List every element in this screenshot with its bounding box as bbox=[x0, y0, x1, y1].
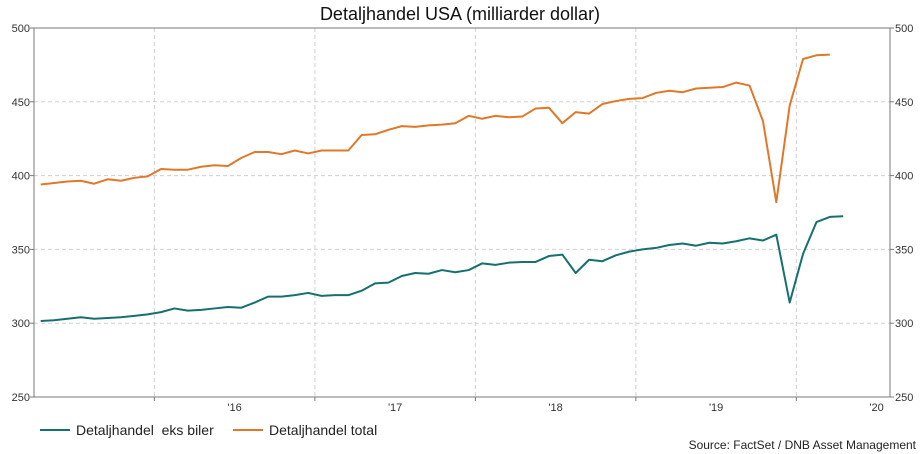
plot-area-frame bbox=[33, 27, 891, 398]
y-tick-label-left: 300 bbox=[12, 318, 30, 330]
y-tick-label-right: 400 bbox=[895, 171, 913, 183]
y-tick-label-right: 500 bbox=[895, 23, 913, 35]
y-tick-label-right: 300 bbox=[895, 318, 913, 330]
y-tick-label-right: 350 bbox=[895, 244, 913, 256]
series-lines bbox=[40, 53, 844, 322]
source-note: Source: FactSet / DNB Asset Management bbox=[689, 438, 917, 452]
legend-label-series-1: Detaljhandel eks biler bbox=[76, 422, 214, 438]
y-tick-label-left: 350 bbox=[12, 244, 30, 256]
y-tick-label-left: 400 bbox=[12, 171, 30, 183]
x-tick-label: '20 bbox=[869, 402, 883, 414]
y-tick-label-left: 250 bbox=[12, 392, 30, 404]
gridlines bbox=[34, 28, 890, 397]
x-tick-label: '17 bbox=[388, 402, 402, 414]
chart-title: Detaljhandel USA (milliarder dollar) bbox=[320, 4, 600, 24]
y-tick-label-left: 450 bbox=[12, 97, 30, 109]
legend-label-series-2: Detaljhandel total bbox=[269, 422, 377, 438]
x-tick-label: '16 bbox=[227, 402, 241, 414]
x-tick-label: '18 bbox=[548, 402, 562, 414]
y-tick-label-right: 250 bbox=[895, 392, 913, 404]
y-tick-label-right: 450 bbox=[895, 97, 913, 109]
series-line-1 bbox=[40, 215, 844, 322]
series-line-2 bbox=[40, 53, 830, 204]
y-tick-label-left: 500 bbox=[12, 23, 30, 35]
axes: 250 250 300 300 350 350 400 400 450 450 500 500 '16 '… bbox=[12, 23, 914, 414]
x-tick-label: '19 bbox=[709, 402, 723, 414]
legend: Detaljhandel eks biler Detaljhandel tota… bbox=[40, 422, 377, 438]
